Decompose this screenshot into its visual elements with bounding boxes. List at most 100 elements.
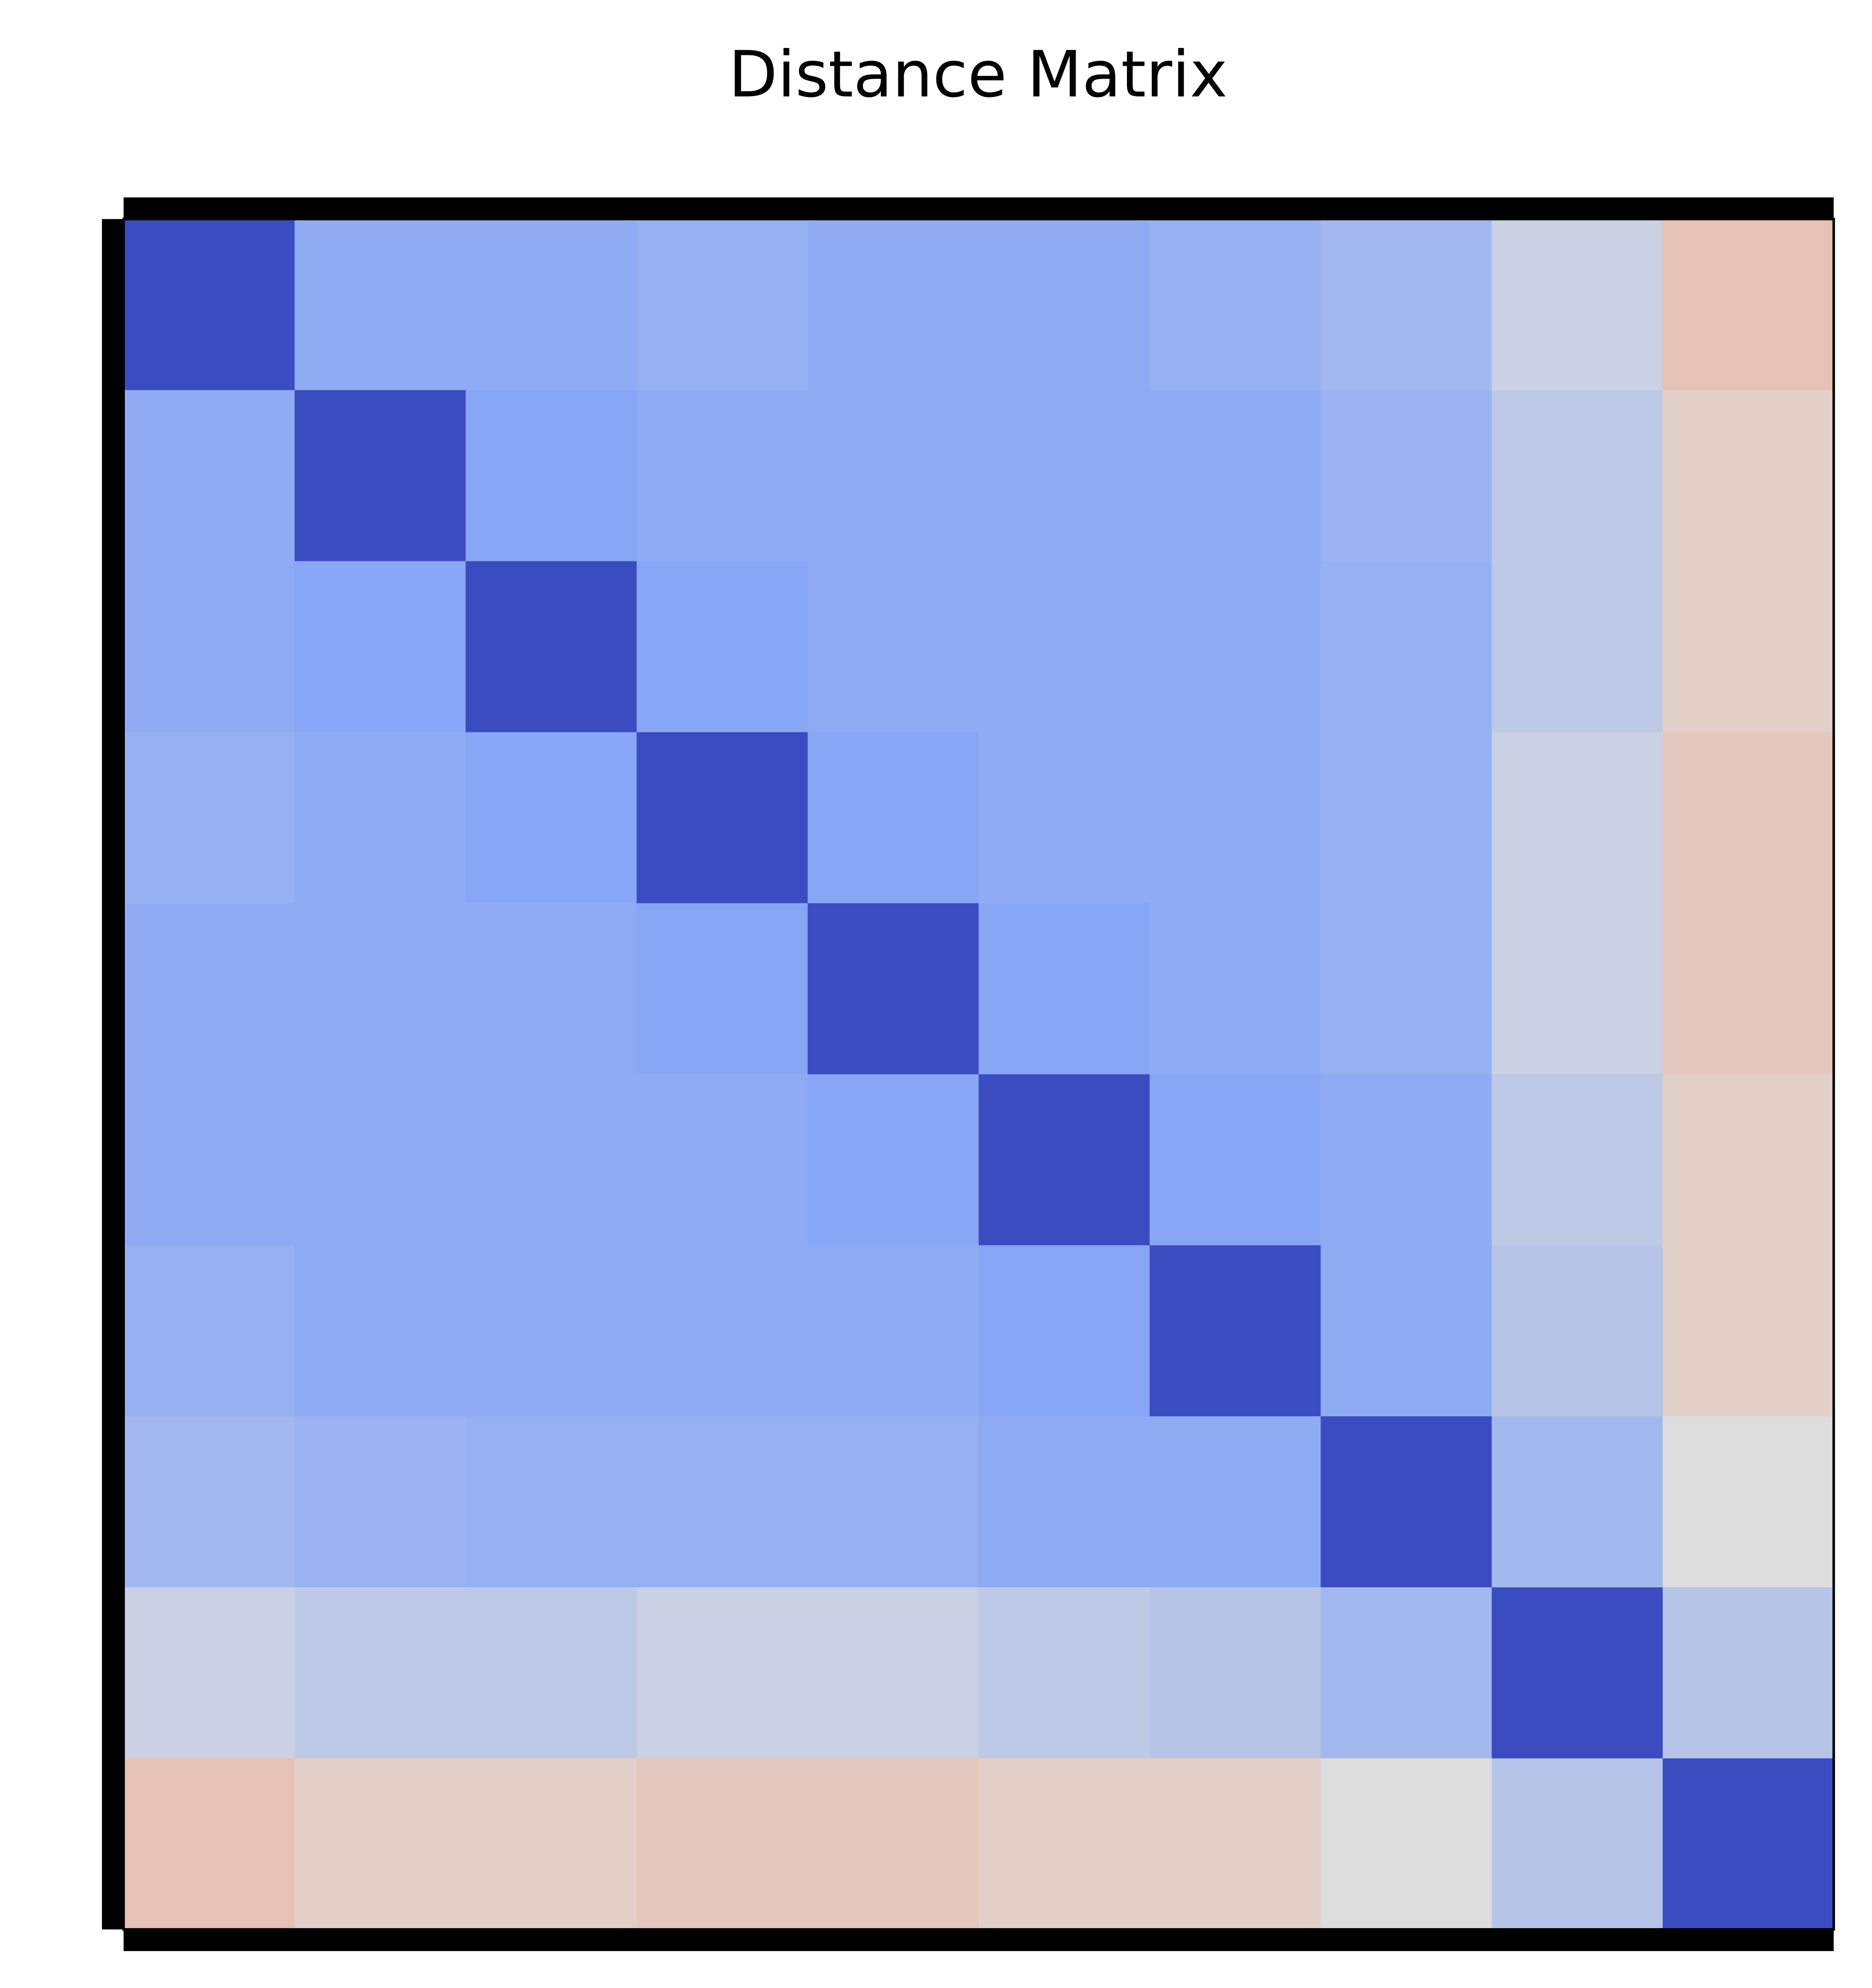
heatmap-cell <box>123 1587 295 1759</box>
heatmap-cell <box>1320 1416 1492 1588</box>
heatmap-cell <box>636 390 809 562</box>
heatmap-cell <box>807 219 980 391</box>
heatmap-cell <box>1663 219 1834 391</box>
heatmap-cell <box>636 1416 809 1588</box>
heatmap-cell <box>295 732 467 904</box>
left-tick-band <box>102 219 124 1929</box>
heatmap-cell <box>123 1758 295 1930</box>
heatmap-cell <box>1320 390 1492 562</box>
heatmap-cell <box>295 1245 467 1417</box>
heatmap-cell <box>466 1587 638 1759</box>
heatmap-cell <box>978 1074 1151 1246</box>
heatmap-cell <box>123 732 295 904</box>
heatmap-cell <box>978 1416 1151 1588</box>
heatmap-cell <box>636 219 809 391</box>
heatmap-cell <box>978 903 1151 1075</box>
heatmap-cell <box>636 1074 809 1246</box>
heatmap-cell <box>978 219 1151 391</box>
heatmap-cell <box>1149 1074 1321 1246</box>
heatmap-cell <box>123 1245 295 1417</box>
heatmap-cell <box>807 732 980 904</box>
heatmap-cell <box>1149 390 1321 562</box>
heatmap-cell <box>1320 1758 1492 1930</box>
heatmap-cell <box>636 903 809 1075</box>
heatmap-cell <box>1491 1074 1663 1246</box>
heatmap-cell <box>807 1758 980 1930</box>
heatmap-cell <box>1491 219 1663 391</box>
heatmap-cell <box>1149 903 1321 1075</box>
heatmap-cell <box>1491 1758 1663 1930</box>
heatmap-cell <box>1663 903 1834 1075</box>
heatmap-cell <box>295 219 467 391</box>
heatmap-cell <box>295 903 467 1075</box>
heatmap-cell <box>1320 903 1492 1075</box>
heatmap-cell <box>636 1245 809 1417</box>
heatmap-cell <box>1149 561 1321 733</box>
heatmap-cell <box>1663 1587 1834 1759</box>
heatmap-cell <box>1663 732 1834 904</box>
heatmap-cell <box>636 1587 809 1759</box>
heatmap-cell <box>123 561 295 733</box>
heatmap-cell <box>295 1587 467 1759</box>
heatmap-cell <box>978 1758 1151 1930</box>
heatmap-cell <box>123 390 295 562</box>
heatmap-cell <box>1149 1587 1321 1759</box>
heatmap-cell <box>807 1416 980 1588</box>
heatmap-cell <box>123 1074 295 1246</box>
heatmap-cell <box>636 561 809 733</box>
heatmap-cell <box>1149 732 1321 904</box>
heatmap-cell <box>466 561 638 733</box>
chart-title: Distance Matrix <box>729 38 1228 112</box>
heatmap-cell <box>466 732 638 904</box>
heatmap-cell <box>466 903 638 1075</box>
heatmap-cell <box>466 390 638 562</box>
heatmap-cell <box>1149 1245 1321 1417</box>
heatmap-cell <box>1663 1416 1834 1588</box>
heatmap-cell <box>466 1245 638 1417</box>
heatmap-cell <box>123 903 295 1075</box>
heatmap-cell <box>807 1245 980 1417</box>
heatmap-cell <box>978 390 1151 562</box>
heatmap-cell <box>1149 219 1321 391</box>
heatmap-cell <box>1663 1074 1834 1246</box>
heatmap <box>123 219 1834 1930</box>
plot-frame <box>122 218 1835 1931</box>
heatmap-cell <box>295 1074 467 1246</box>
top-tick-band <box>123 197 1834 219</box>
heatmap-cell <box>1491 903 1663 1075</box>
heatmap-cell <box>978 1245 1151 1417</box>
heatmap-cell <box>1663 390 1834 562</box>
heatmap-cell <box>978 732 1151 904</box>
heatmap-cell <box>1491 390 1663 562</box>
heatmap-cell <box>1320 219 1492 391</box>
heatmap-cell <box>1149 1758 1321 1930</box>
heatmap-cell <box>807 903 980 1075</box>
heatmap-cell <box>295 561 467 733</box>
heatmap-cell <box>466 1074 638 1246</box>
heatmap-cell <box>978 561 1151 733</box>
heatmap-cell <box>636 1758 809 1930</box>
heatmap-cell <box>636 732 809 904</box>
heatmap-cell <box>1663 1758 1834 1930</box>
heatmap-cell <box>978 1587 1151 1759</box>
heatmap-cell <box>123 1416 295 1588</box>
heatmap-cell <box>807 561 980 733</box>
heatmap-cell <box>1149 1416 1321 1588</box>
heatmap-cell <box>1320 561 1492 733</box>
heatmap-cell <box>1491 1587 1663 1759</box>
heatmap-cell <box>1320 1074 1492 1246</box>
heatmap-cell <box>466 1416 638 1588</box>
heatmap-cell <box>1663 1245 1834 1417</box>
heatmap-cell <box>1491 1245 1663 1417</box>
heatmap-cell <box>1491 732 1663 904</box>
heatmap-cell <box>1491 561 1663 733</box>
heatmap-cell <box>1320 1245 1492 1417</box>
heatmap-cell <box>123 219 295 391</box>
heatmap-cell <box>807 390 980 562</box>
heatmap-cell <box>807 1587 980 1759</box>
heatmap-cell <box>1491 1416 1663 1588</box>
heatmap-cell <box>1320 1587 1492 1759</box>
heatmap-cell <box>295 390 467 562</box>
heatmap-cell <box>466 1758 638 1930</box>
